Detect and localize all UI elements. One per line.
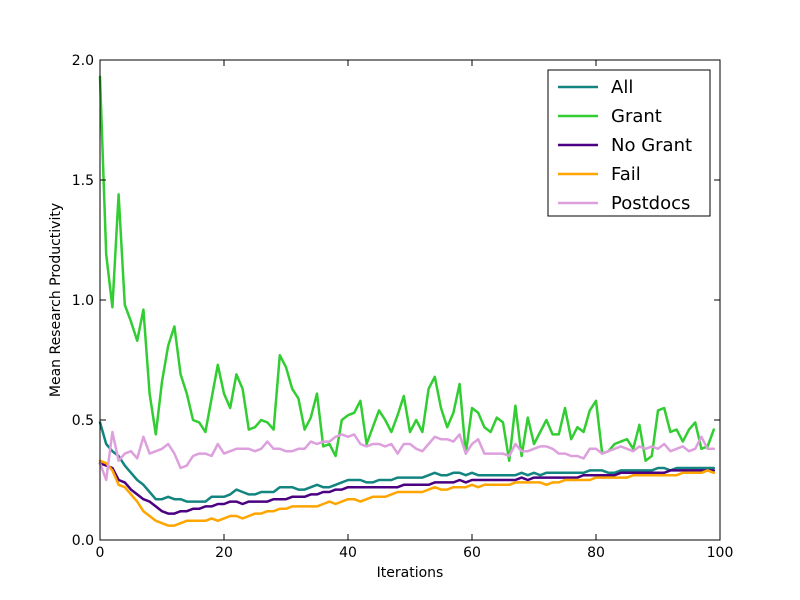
series-line-postdocs [98, 430, 716, 482]
y-tick-label: 2.0 [72, 53, 94, 69]
y-tick-label: 1.0 [72, 293, 94, 309]
series-line-fail [98, 459, 716, 527]
series-layer [98, 75, 716, 527]
y-axis-label: Mean Research Productivity [48, 203, 64, 397]
legend-label-postdocs: Postdocs [611, 193, 690, 214]
legend-label-fail: Fail [611, 164, 641, 185]
x-tick-label: 0 [96, 545, 105, 561]
legend: All Grant No Grant Fail Postdocs [547, 69, 711, 217]
y-tick-label: 1.5 [72, 173, 94, 189]
legend-label-all: All [611, 77, 633, 98]
legend-label-no-grant: No Grant [611, 135, 692, 156]
ticks-layer: 0 20 40 60 80 100 0.0 0.5 1.0 1.5 2.0 [72, 53, 734, 561]
legend-box [547, 69, 711, 217]
legend-label-grant: Grant [611, 106, 662, 127]
series-line-all [98, 421, 716, 503]
series-line-no-grant [98, 461, 716, 515]
y-tick-label: 0.0 [72, 533, 94, 549]
series-line-grant [98, 75, 716, 463]
x-axis-label: Iterations [377, 565, 444, 581]
x-tick-label: 20 [215, 545, 233, 561]
x-tick-label: 100 [707, 545, 734, 561]
x-tick-label: 80 [587, 545, 605, 561]
x-tick-label: 60 [463, 545, 481, 561]
x-tick-label: 40 [339, 545, 357, 561]
y-tick-label: 0.5 [72, 413, 94, 429]
